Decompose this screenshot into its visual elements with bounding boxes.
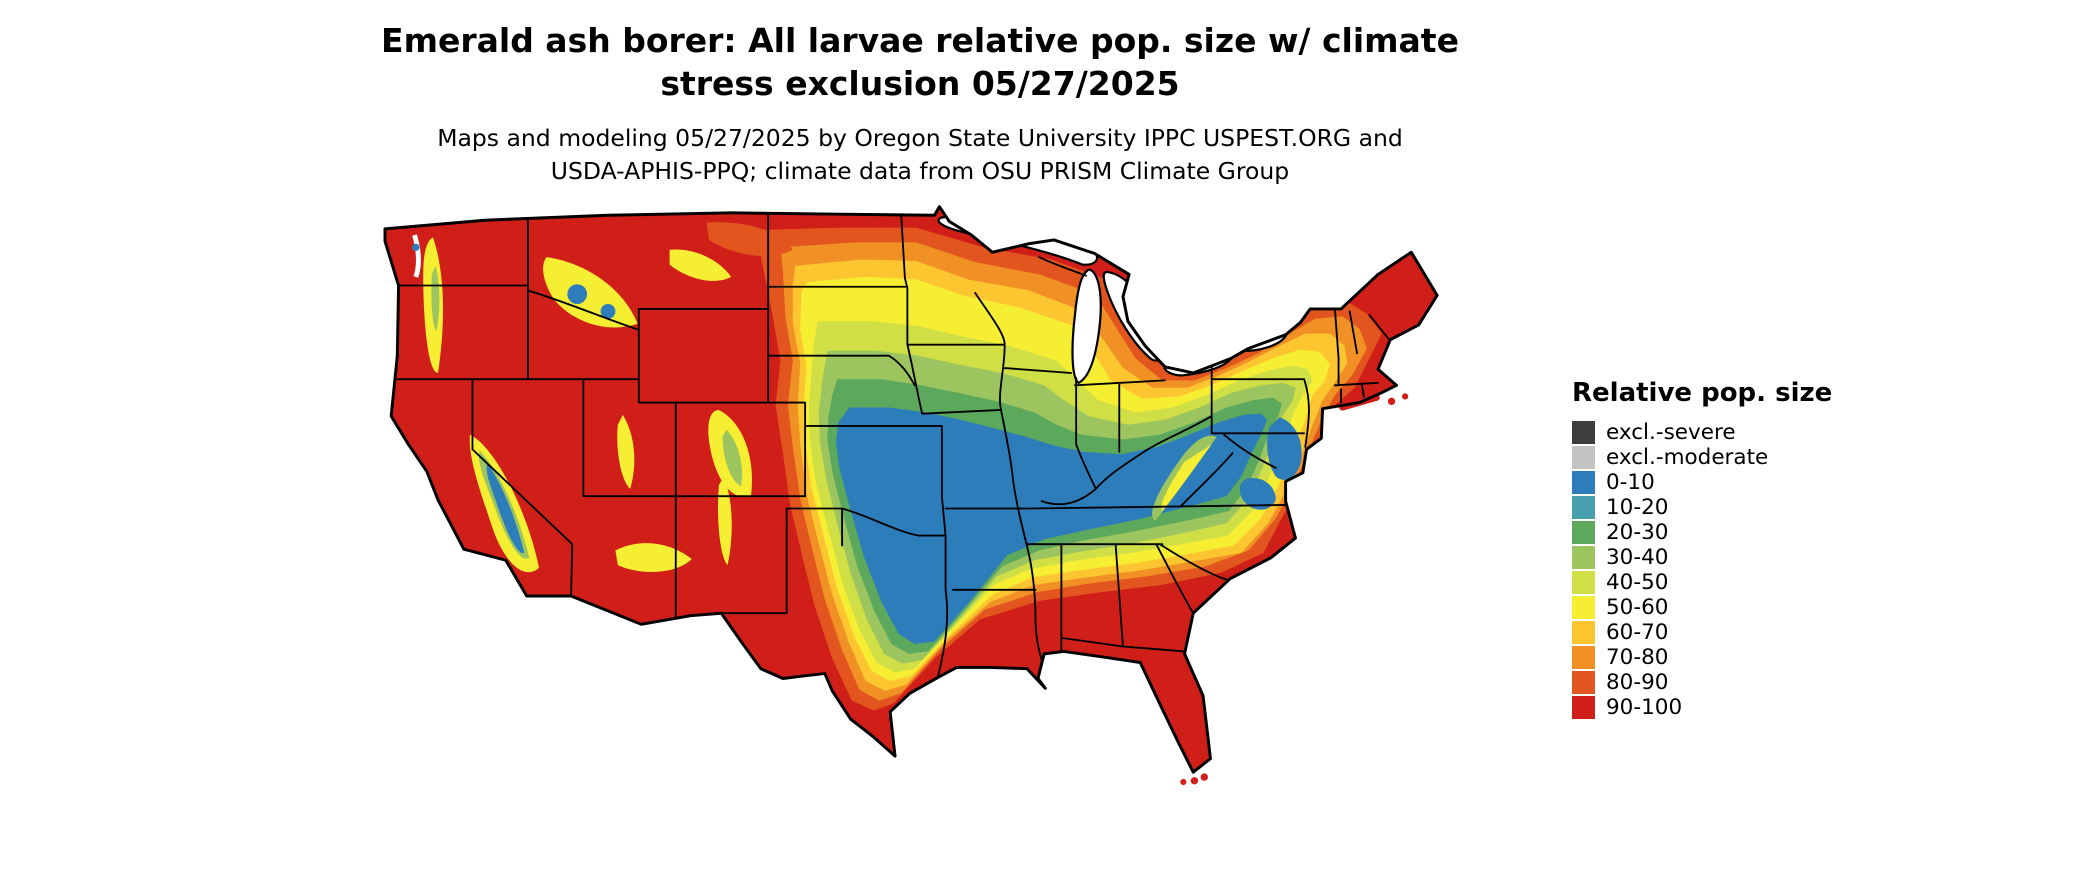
legend-swatch-50-60 — [1572, 596, 1595, 619]
legend-row: excl.-severe — [1572, 420, 1832, 445]
florida-key-2 — [1200, 773, 1208, 781]
legend-swatch-10-20 — [1572, 496, 1595, 519]
state-borders — [396, 214, 1392, 677]
patch-cascades-green — [431, 265, 440, 332]
legend-swatch-90-100 — [1572, 696, 1595, 719]
legend-row: 10-20 — [1572, 495, 1832, 520]
patch-montana-yellow — [669, 249, 732, 281]
legend-row: 60-70 — [1572, 620, 1832, 645]
page-title: Emerald ash borer: All larvae relative p… — [330, 20, 1510, 106]
patch-utah-yellow — [617, 414, 635, 489]
patch-montana-orange — [706, 222, 793, 257]
puget-sound — [412, 234, 421, 278]
legend-row: 40-50 — [1572, 570, 1832, 595]
title-line-2: stress exclusion 05/27/2025 — [660, 63, 1180, 103]
legend-label: 90-100 — [1606, 694, 1683, 720]
legend-row: 50-60 — [1572, 595, 1832, 620]
lake-michigan — [1071, 268, 1102, 385]
legend-label: 50-60 — [1606, 594, 1669, 620]
patch-n-rockies-blue-1 — [567, 284, 588, 304]
nantucket — [1387, 397, 1396, 406]
us-choropleth-map — [300, 198, 1532, 888]
patch-n-rockies-blue-2 — [600, 303, 616, 319]
subtitle-line-1: Maps and modeling 05/27/2025 by Oregon S… — [437, 123, 1403, 152]
legend-label: 70-80 — [1606, 644, 1669, 670]
legend-label: 30-40 — [1606, 544, 1669, 570]
us-outline — [383, 205, 1439, 774]
patch-virginia-blue — [1239, 478, 1276, 510]
legend-row: excl.-moderate — [1572, 445, 1832, 470]
legend-label: 0-10 — [1606, 469, 1655, 495]
legend-swatch-40-50 — [1572, 571, 1595, 594]
legend-label: 40-50 — [1606, 569, 1669, 595]
figure-header: Emerald ash borer: All larvae relative p… — [330, 20, 1510, 189]
patch-sierra-blue — [486, 462, 525, 554]
title-line-1: Emerald ash borer: All larvae relative p… — [381, 21, 1459, 60]
legend-swatch-30-40 — [1572, 546, 1595, 569]
legend-row: 80-90 — [1572, 670, 1832, 695]
legend-label: excl.-severe — [1606, 419, 1736, 445]
legend-row: 90-100 — [1572, 695, 1832, 720]
legend-swatch-70-80 — [1572, 646, 1595, 669]
patch-new-mexico-yellow — [717, 476, 732, 566]
florida-key-1 — [1190, 777, 1199, 785]
map-svg — [383, 205, 1439, 786]
patch-colorado-green — [722, 429, 743, 487]
legend-row: 0-10 — [1572, 470, 1832, 495]
legend-swatch-20-30 — [1572, 521, 1595, 544]
patch-appalachians-yellow — [1161, 444, 1212, 511]
map-legend: Relative pop. size excl.-severe excl.-mo… — [1572, 378, 1832, 720]
legend-label: 80-90 — [1606, 669, 1669, 695]
legend-row: 30-40 — [1572, 545, 1832, 570]
legend-label: excl.-moderate — [1606, 444, 1769, 470]
legend-swatch-excl-moderate — [1572, 446, 1595, 469]
florida-key-3 — [1180, 778, 1187, 786]
legend-label: 10-20 — [1606, 494, 1669, 520]
patch-arizona-yellow — [615, 543, 692, 572]
legend-label: 60-70 — [1606, 619, 1669, 645]
legend-swatch-0-10 — [1572, 471, 1595, 494]
marthas-vineyard — [1402, 393, 1409, 400]
legend-swatch-80-90 — [1572, 671, 1595, 694]
legend-title: Relative pop. size — [1572, 378, 1833, 408]
subtitle-line-2: USDA-APHIS-PPQ; climate data from OSU PR… — [550, 157, 1290, 186]
legend-row: 70-80 — [1572, 645, 1832, 670]
legend-swatch-60-70 — [1572, 621, 1595, 644]
core-0-10 — [835, 407, 1268, 645]
legend-row: 20-30 — [1572, 520, 1832, 545]
legend-label: 20-30 — [1606, 519, 1669, 545]
figure-subtitle: Maps and modeling 05/27/2025 by Oregon S… — [330, 122, 1510, 189]
legend-swatch-excl-severe — [1572, 421, 1595, 444]
puget-blue-dot — [412, 243, 420, 252]
